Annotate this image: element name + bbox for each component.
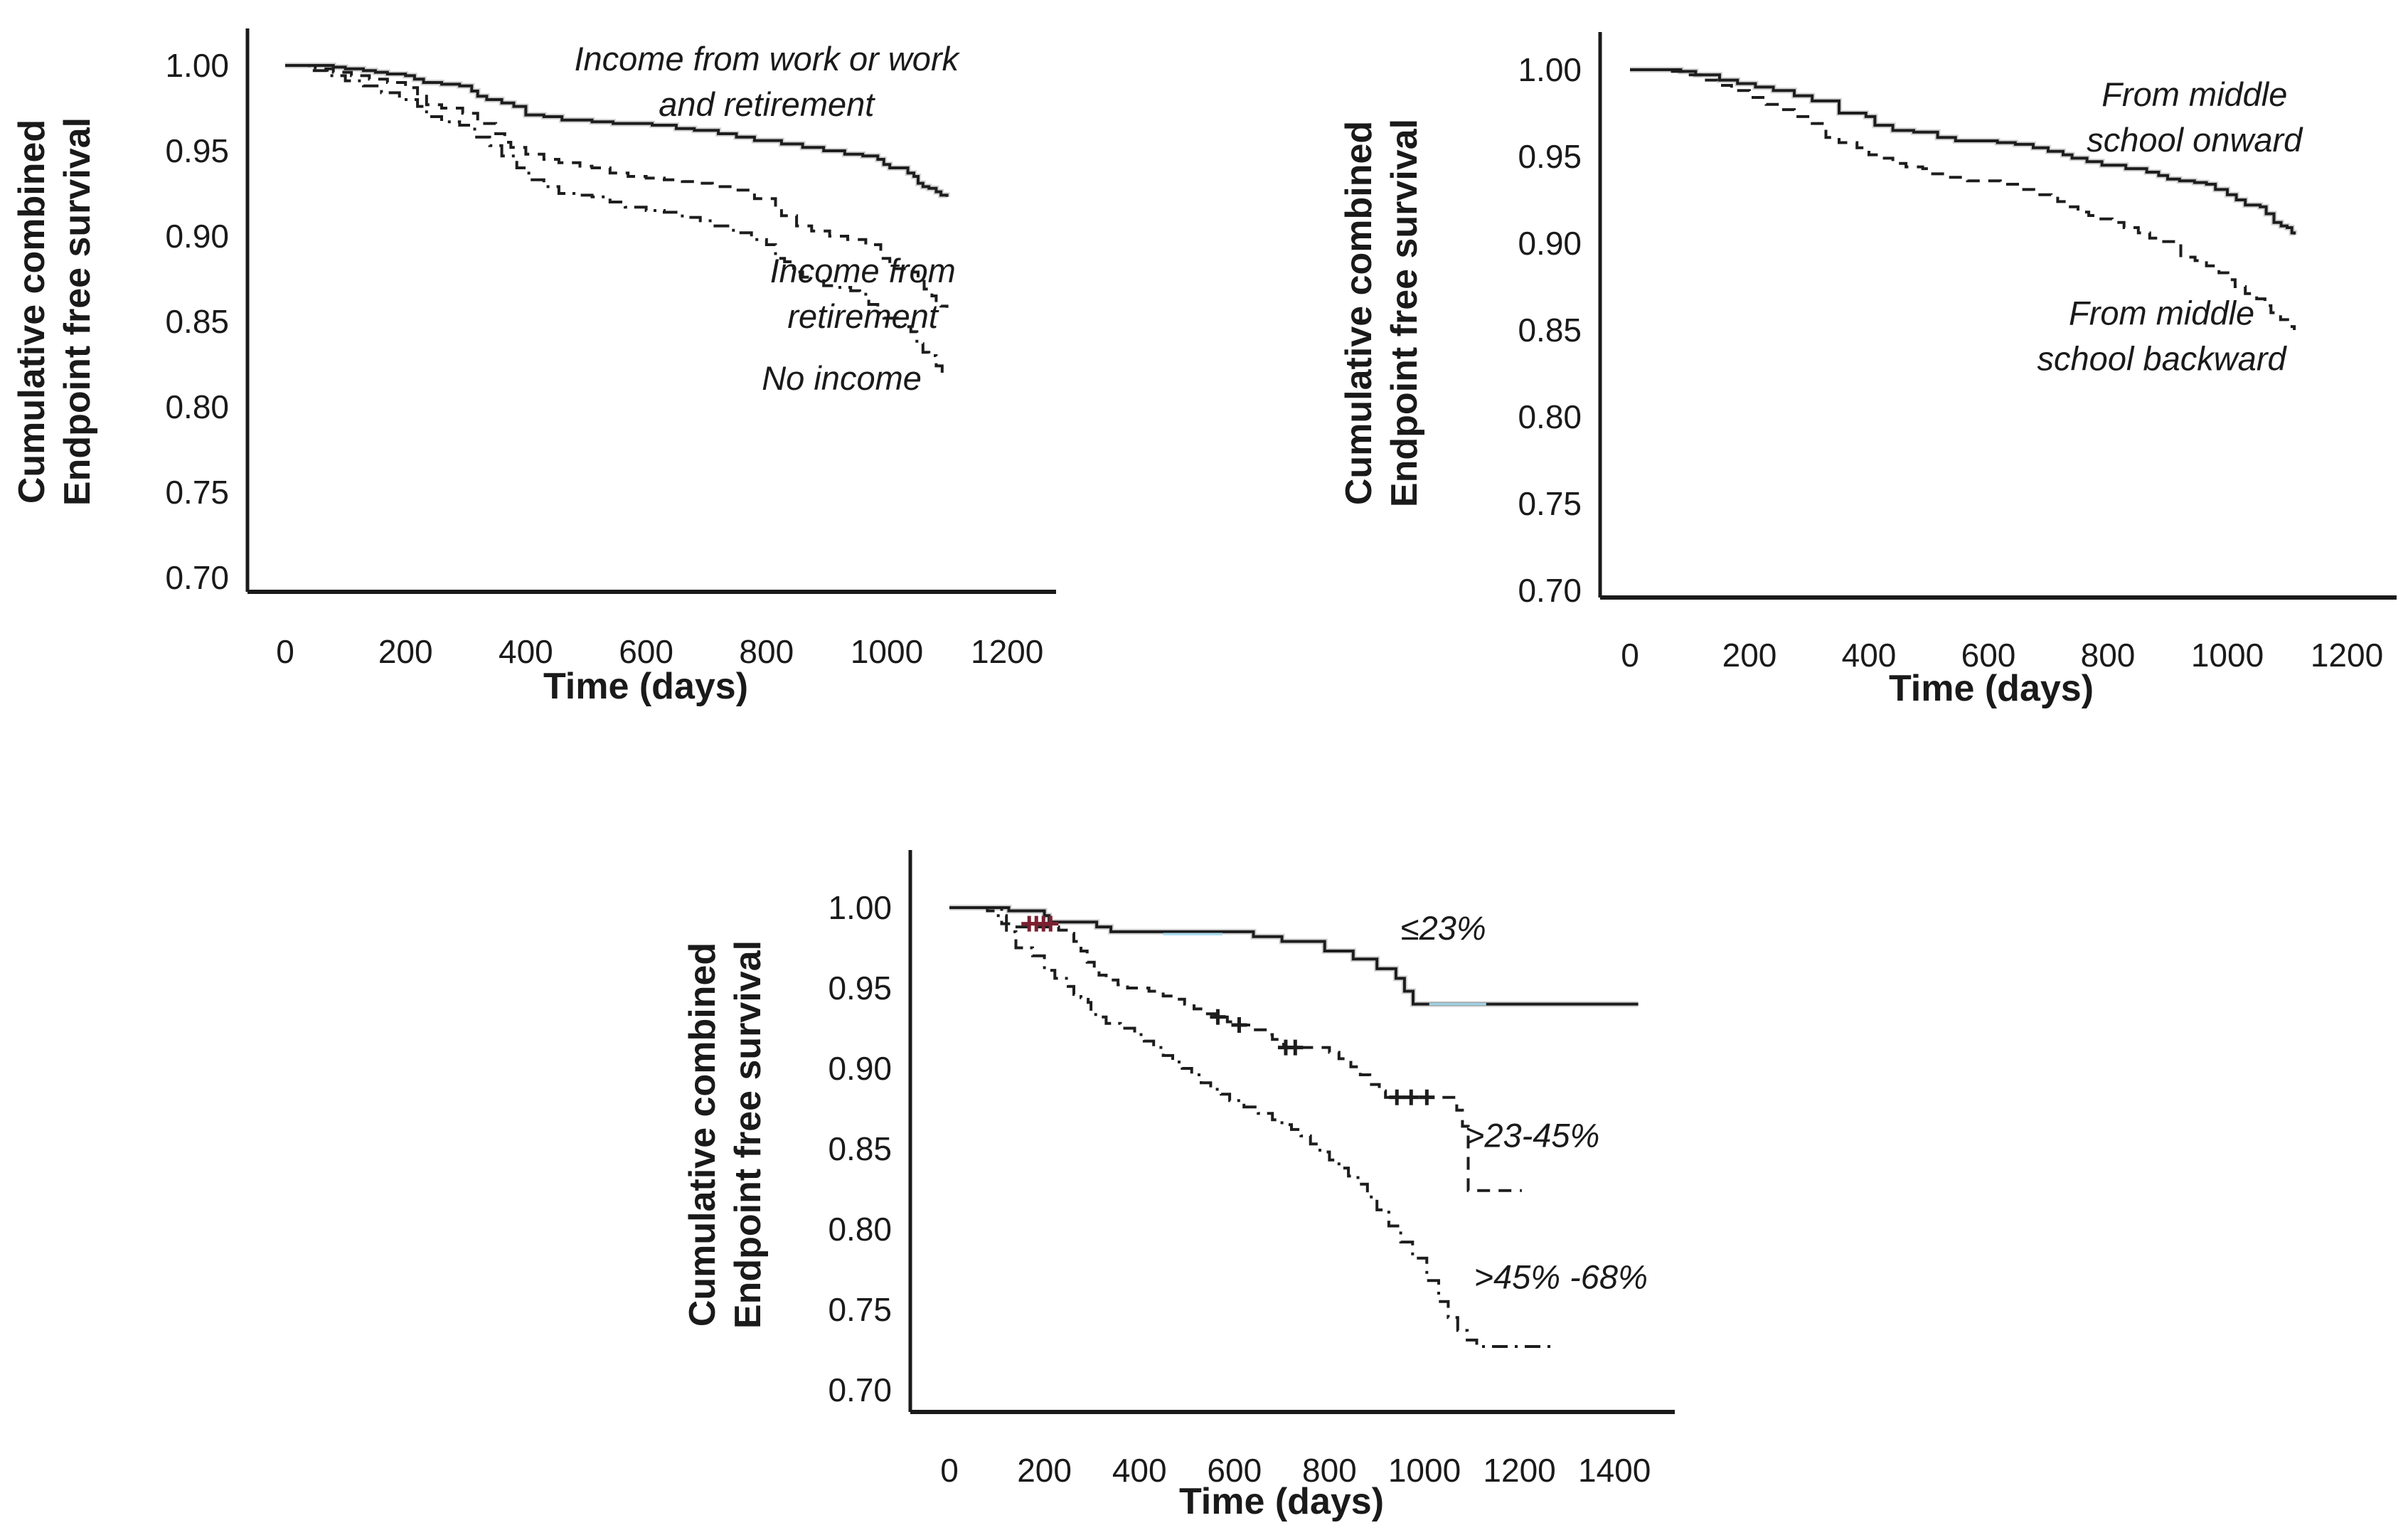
x-tick-label: 1200 [971,633,1043,670]
y-axis-title: Cumulative combined [682,942,723,1327]
y-axis-title: Endpoint free survival [57,117,98,506]
survival-chart-school-period: 1.00 0.95 0.90 0.85 0.80 0.75 0.70 0 200 400 600 80… [1338,32,2397,709]
y-tick-label: 0.95 [165,132,229,169]
y-tick-label: 0.75 [165,474,229,511]
y-tick-label: 0.70 [828,1371,892,1408]
x-tick-label: 800 [739,633,794,670]
curve-label: Income from [770,252,956,290]
x-tick-label: 800 [2081,637,2136,674]
x-tick-label: 1000 [851,633,923,670]
y-tick-label: 0.95 [1518,138,1582,175]
y-tick-label: 0.90 [165,218,229,255]
y-tick-label: 0.75 [828,1291,892,1328]
x-tick-label: 0 [940,1452,959,1489]
x-tick-label: 400 [499,633,553,670]
y-tick-label: 0.90 [1518,225,1582,262]
curve-label: >23-45% [1465,1117,1599,1154]
curve-label: school backward [2037,340,2288,378]
curve-label: >45% -68% [1474,1258,1648,1296]
x-tick-label: 1000 [1388,1452,1461,1489]
y-tick-label: 0.90 [828,1050,892,1087]
x-axis-title: Time (days) [1179,1481,1384,1522]
curve-label: From middle [2069,294,2254,332]
curve-label: retirement [787,297,939,335]
y-axis-title: Endpoint free survival [1384,119,1425,507]
y-tick-label: 0.75 [1518,485,1582,522]
y-tick-label: 1.00 [828,889,892,926]
y-tick-label: 0.80 [828,1211,892,1248]
x-axis-title: Time (days) [543,666,748,707]
curve-label: From middle [2101,75,2287,113]
y-tick-label: 1.00 [165,47,229,84]
curve-label: and retirement [659,85,875,123]
x-tick-label: 1200 [2311,637,2383,674]
x-tick-label: 200 [1017,1452,1072,1489]
km-curve-dashdot [285,64,944,373]
x-tick-label: 200 [378,633,433,670]
curve-label: school onward [2087,121,2303,159]
km-curve-solid [949,906,1639,1006]
x-tick-label: 1200 [1483,1452,1555,1489]
y-tick-label: 0.70 [165,559,229,596]
y-tick-label: 0.85 [1518,312,1582,349]
y-tick-label: 0.95 [828,970,892,1007]
curve-label: ≤23% [1401,909,1486,947]
x-tick-label: 200 [1722,637,1777,674]
km-curve-dashed [285,64,949,308]
x-tick-label: 1400 [1578,1452,1651,1489]
y-tick-label: 0.70 [1518,572,1582,609]
x-tick-label: 0 [1621,637,1639,674]
y-tick-label: 1.00 [1518,51,1582,88]
y-tick-label: 0.80 [1518,398,1582,435]
y-axis-title: Cumulative combined [11,120,53,504]
x-tick-label: 600 [1961,637,2016,674]
km-curve-solid [285,64,949,197]
km-curve-dashdot [949,906,1550,1348]
survival-chart-income-source: 1.00 0.95 0.90 0.85 0.80 0.75 0.70 0 200 400 600 80… [11,28,1056,707]
x-tick-label: 400 [1112,1452,1167,1489]
km-curve-dashed [949,906,1522,1192]
x-tick-label: 1000 [2191,637,2264,674]
x-axis-title: Time (days) [1889,668,2094,709]
km-curve-solid [1630,68,2296,235]
y-axis-title: Cumulative combined [1338,121,1380,505]
x-tick-label: 0 [276,633,294,670]
x-tick-label: 600 [1207,1452,1262,1489]
y-tick-label: 0.85 [165,303,229,340]
km-curve-dashed [1630,68,2296,330]
x-tick-label: 400 [1842,637,1897,674]
x-tick-label: 600 [619,633,673,670]
y-tick-label: 0.80 [165,388,229,425]
survival-chart-percentage-groups: 1.00 0.95 0.90 0.85 0.80 0.75 0.70 0 200 400 600 80… [682,850,1675,1522]
curve-label: No income [762,359,922,397]
x-tick-label: 800 [1302,1452,1357,1489]
y-tick-label: 0.85 [828,1130,892,1167]
y-axis-title: Endpoint free survival [728,940,769,1329]
curve-label: Income from work or work [574,40,960,78]
